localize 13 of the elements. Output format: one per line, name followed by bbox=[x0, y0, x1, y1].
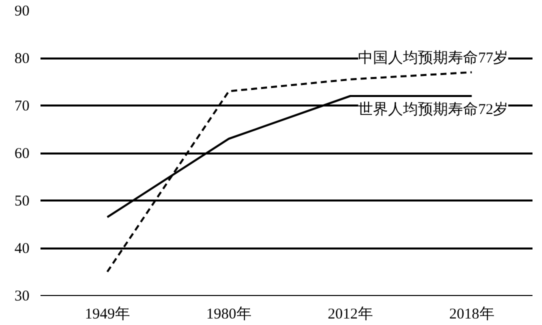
y-tick-label: 90 bbox=[14, 4, 30, 20]
y-tick-label: 40 bbox=[14, 241, 30, 257]
x-tick-label: 2012年 bbox=[328, 306, 373, 322]
y-tick-label: 30 bbox=[14, 288, 30, 304]
series-label: 中国人均预期寿命77岁 bbox=[358, 49, 508, 66]
x-tick-label: 1980年 bbox=[206, 306, 252, 322]
y-tick-label: 60 bbox=[14, 146, 30, 162]
x-tick-label: 1949年 bbox=[84, 306, 130, 322]
y-tick-label: 70 bbox=[14, 98, 30, 114]
y-tick-label: 80 bbox=[14, 51, 30, 67]
x-tick-label: 2018年 bbox=[449, 306, 494, 322]
series-label: 世界人均预期寿命72岁 bbox=[358, 101, 508, 118]
y-tick-label: 50 bbox=[14, 194, 30, 210]
